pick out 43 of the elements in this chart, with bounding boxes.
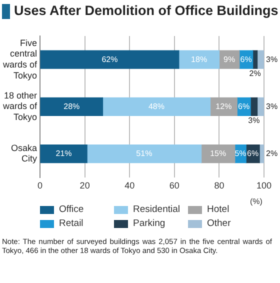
data-label: 6%: [238, 102, 250, 111]
chart-title: Uses After Demolition of Office Buildings: [14, 3, 278, 18]
data-label: 5%: [234, 149, 246, 158]
x-tick-label: 20: [80, 180, 90, 190]
y-tick-label: Five central wards of Tokyo: [2, 38, 38, 80]
data-label: 28%: [64, 102, 80, 111]
data-label: 2%: [249, 68, 261, 78]
data-label: 9%: [224, 54, 236, 64]
legend-label: Retail: [59, 218, 84, 229]
data-label: 15%: [210, 149, 226, 158]
bar: [256, 50, 264, 69]
bar: [40, 97, 104, 116]
x-tick-label: 60: [169, 180, 180, 190]
data-label: 12%: [216, 102, 232, 111]
legend-label: Parking: [133, 218, 166, 229]
data-label: 48%: [148, 102, 164, 111]
bar: [86, 144, 202, 164]
x-tick-label: 0: [38, 180, 43, 190]
x-axis-title: (%): [250, 197, 262, 206]
y-tick-label: 18 other wards of Tokyo: [2, 90, 38, 122]
data-label: 6%: [240, 54, 252, 64]
data-label: 21%: [56, 149, 72, 158]
x-tick-label: 80: [214, 180, 224, 190]
bar: [178, 50, 220, 69]
legend-label: Office: [59, 204, 84, 215]
data-label: 2%: [266, 149, 278, 158]
bar: [256, 97, 264, 116]
data-label: 3%: [248, 116, 260, 125]
legend-label: Other: [207, 218, 231, 229]
y-tick-label: Osaka City: [11, 142, 38, 164]
legend-label: Residential: [133, 204, 180, 215]
bar: [102, 97, 211, 116]
data-label: 3%: [266, 102, 278, 111]
x-tick-label: 100: [256, 180, 272, 190]
data-label: 62%: [102, 54, 118, 64]
legend-label: Hotel: [207, 204, 230, 215]
data-label: 18%: [191, 54, 208, 64]
x-tick-label: 40: [124, 180, 135, 190]
data-label: 51%: [136, 149, 152, 158]
data-label: 6%: [247, 149, 259, 158]
data-label: 3%: [266, 54, 278, 64]
bar: [40, 50, 180, 69]
bar: [40, 144, 88, 164]
